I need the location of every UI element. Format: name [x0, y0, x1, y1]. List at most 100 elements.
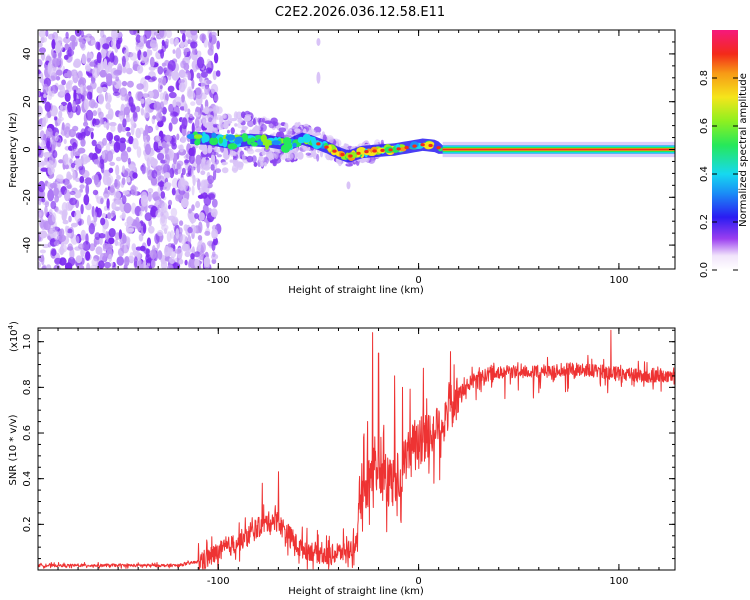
tone-peak-mark — [324, 145, 329, 149]
noise-cell — [85, 183, 90, 196]
noise-cell — [191, 247, 195, 254]
tone-haze-cell — [294, 151, 299, 158]
noise-cell — [122, 190, 130, 195]
snr-y-tick-label: 0.8 — [22, 379, 33, 395]
noise-cell — [108, 167, 114, 173]
tone-peak-mark — [404, 145, 409, 150]
noise-cell — [199, 250, 205, 261]
snr-y-tick-label: 0.6 — [22, 425, 33, 441]
noise-cell — [190, 101, 196, 106]
noise-cell — [111, 210, 116, 217]
noise-cell — [62, 36, 71, 44]
noise-cell — [90, 39, 97, 45]
noise-cell — [85, 109, 94, 121]
noise-cell — [62, 219, 69, 225]
noise-cell — [84, 37, 91, 42]
noise-cell — [45, 30, 49, 37]
snr-multiplier-close: ) — [9, 321, 20, 325]
noise-cell — [176, 163, 181, 170]
noise-cell — [54, 36, 63, 45]
noise-cell — [86, 262, 91, 269]
noise-cell — [120, 150, 129, 163]
noise-cell — [144, 75, 151, 80]
noise-cell — [109, 161, 116, 166]
snr-y-tick-label: 0.4 — [22, 471, 33, 487]
noise-cell — [91, 139, 97, 147]
noise-cell — [66, 183, 73, 190]
noise-cell — [105, 92, 112, 104]
tone-blob — [225, 134, 236, 141]
noise-cell — [196, 50, 202, 58]
noise-cell — [129, 30, 137, 36]
tone-haze-cell — [233, 111, 238, 120]
noise-cell — [183, 103, 188, 113]
noise-cell — [196, 163, 201, 174]
noise-cell — [197, 241, 202, 250]
noise-cell — [105, 231, 109, 242]
noise-cell — [146, 157, 151, 168]
noise-cell — [116, 175, 121, 180]
noise-cell — [74, 210, 82, 222]
noise-cell — [66, 49, 75, 57]
noise-cell — [190, 41, 198, 49]
noise-cell — [40, 190, 46, 199]
noise-cell — [83, 83, 87, 93]
noise-cell — [129, 164, 136, 172]
noise-cell — [136, 83, 144, 90]
noise-cell — [44, 114, 49, 124]
noise-cell — [39, 249, 47, 254]
tone-peak-mark — [364, 150, 369, 154]
noise-cell — [181, 167, 186, 176]
noise-cell — [207, 175, 215, 184]
noise-cell — [88, 98, 96, 109]
tone-peak-mark — [372, 149, 377, 153]
colorbar-tick-label: 0.0 — [699, 262, 710, 278]
tone-haze-cell — [252, 118, 256, 125]
stray-cell — [224, 148, 229, 161]
noise-cell — [195, 154, 202, 166]
noise-cell — [63, 54, 69, 60]
noise-cell — [187, 226, 193, 234]
noise-cell — [54, 195, 59, 203]
stray-cell — [316, 71, 321, 84]
chart-title: C2E2.2026.036.12.58.E11 — [275, 5, 445, 20]
noise-cell — [90, 131, 94, 140]
tone-haze-cell — [207, 108, 214, 112]
tone-haze-cell — [285, 152, 294, 161]
noise-cell — [122, 234, 127, 244]
noise-cell — [121, 125, 127, 133]
noise-cell — [181, 94, 185, 103]
noise-cell — [163, 172, 171, 179]
noise-cell — [126, 228, 135, 233]
noise-cell — [40, 161, 48, 166]
noise-cell — [204, 86, 211, 95]
noise-cell — [148, 127, 153, 133]
noise-cell — [38, 59, 43, 68]
noise-cell — [179, 106, 186, 111]
tone-haze-cell — [231, 167, 239, 172]
tone-peak-mark — [388, 148, 393, 152]
tone-haze-cell — [214, 106, 220, 115]
tone-blob — [302, 133, 311, 143]
noise-cell — [210, 31, 217, 38]
spectrogram-x-tick-label: -100 — [207, 275, 230, 286]
noise-cell — [72, 142, 78, 150]
noise-cell — [117, 123, 123, 133]
noise-cell — [169, 111, 178, 118]
tone-haze-cell — [242, 126, 249, 130]
noise-cell — [135, 105, 141, 113]
snr-frame — [37, 327, 676, 571]
noise-cell — [146, 237, 151, 247]
noise-cell — [93, 174, 99, 186]
noise-cell — [191, 166, 195, 179]
noise-cell — [181, 33, 186, 43]
tone-haze-cell — [270, 153, 277, 159]
noise-cell — [116, 39, 121, 50]
noise-cell — [136, 260, 144, 269]
tone-haze-cell — [247, 119, 254, 128]
tone-haze-cell — [232, 158, 238, 167]
tone-haze-cell — [210, 164, 215, 171]
tone-haze-cell — [227, 129, 230, 134]
noise-cell — [47, 33, 55, 40]
noise-cell — [136, 222, 142, 232]
